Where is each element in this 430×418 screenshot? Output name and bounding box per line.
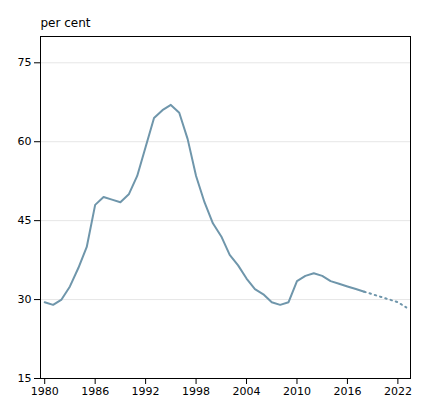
svg-text:30: 30 <box>18 293 32 306</box>
svg-text:75: 75 <box>18 56 32 69</box>
svg-text:per cent: per cent <box>41 16 91 30</box>
svg-text:1998: 1998 <box>182 385 210 398</box>
svg-text:45: 45 <box>18 214 32 227</box>
svg-text:60: 60 <box>18 135 32 148</box>
svg-text:15: 15 <box>18 372 32 385</box>
svg-text:1986: 1986 <box>81 385 109 398</box>
svg-text:1992: 1992 <box>132 385 160 398</box>
svg-text:2010: 2010 <box>283 385 311 398</box>
svg-text:2004: 2004 <box>233 385 261 398</box>
svg-text:2016: 2016 <box>333 385 361 398</box>
svg-text:1980: 1980 <box>31 385 59 398</box>
svg-text:2022: 2022 <box>384 385 412 398</box>
